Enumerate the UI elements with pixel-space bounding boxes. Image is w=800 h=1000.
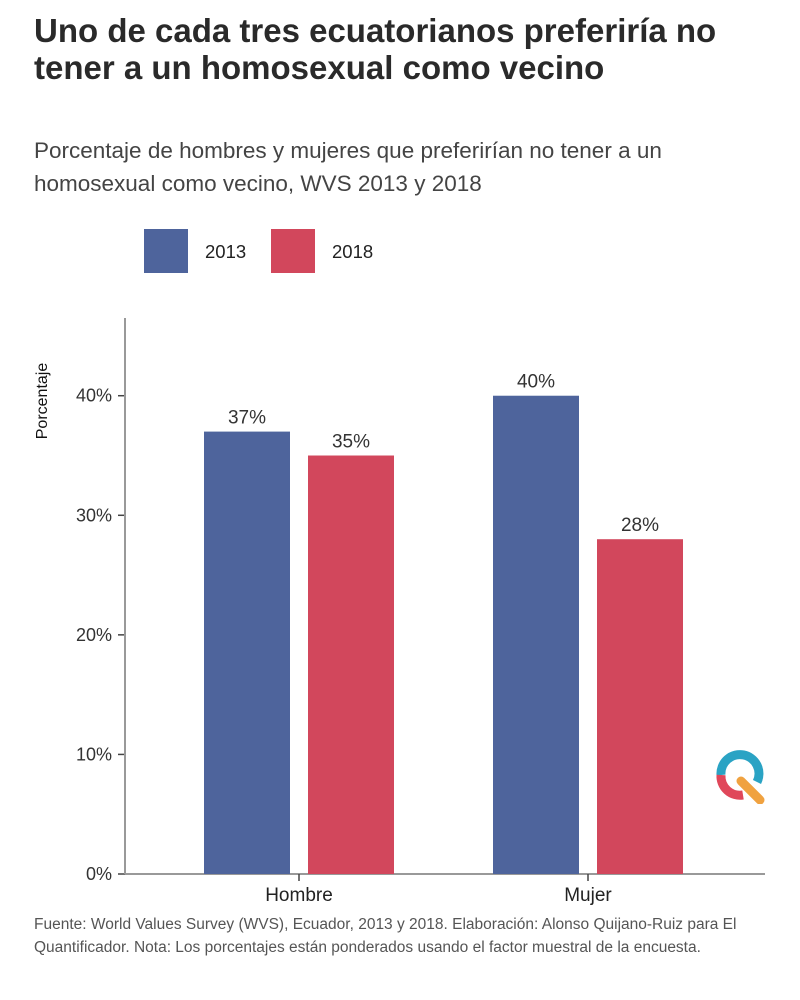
y-tick-label: 10% xyxy=(76,744,112,764)
data-label-hombre-2013: 37% xyxy=(228,408,266,429)
bar-mujer-2013 xyxy=(493,395,579,874)
y-tick-label: 40% xyxy=(76,386,112,406)
quantificador-logo-icon xyxy=(716,750,765,804)
legend-label-2013: 2013 xyxy=(205,241,247,262)
data-label-mujer-2018: 28% xyxy=(621,515,659,536)
data-label-hombre-2018: 35% xyxy=(332,432,370,453)
legend-swatch-2013 xyxy=(144,229,188,273)
data-label-mujer-2013: 40% xyxy=(517,372,555,393)
chart-footnote: Fuente: World Values Survey (WVS), Ecuad… xyxy=(34,916,737,956)
bar-hombre-2013 xyxy=(204,431,290,874)
x-tick-label-hombre: Hombre xyxy=(265,885,333,906)
chart-title: Uno de cada tres ecuatorianos preferiría… xyxy=(34,12,717,86)
legend-swatch-2018 xyxy=(271,229,315,273)
bar-hombre-2018 xyxy=(308,455,394,874)
y-tick-label: 0% xyxy=(86,864,112,884)
bar-chart: Porcentaje 0% 10% 20% 30% 40% 37% 35% Hombre 40% 2… xyxy=(34,318,765,906)
y-tick-label: 20% xyxy=(76,625,112,645)
bar-mujer-2018 xyxy=(597,539,683,874)
chart-subtitle: Porcentaje de hombres y mujeres que pref… xyxy=(34,138,662,196)
y-tick-label: 30% xyxy=(76,505,112,525)
legend-label-2018: 2018 xyxy=(332,241,374,262)
x-tick-label-mujer: Mujer xyxy=(564,885,612,906)
y-axis-title: Porcentaje xyxy=(34,363,51,440)
